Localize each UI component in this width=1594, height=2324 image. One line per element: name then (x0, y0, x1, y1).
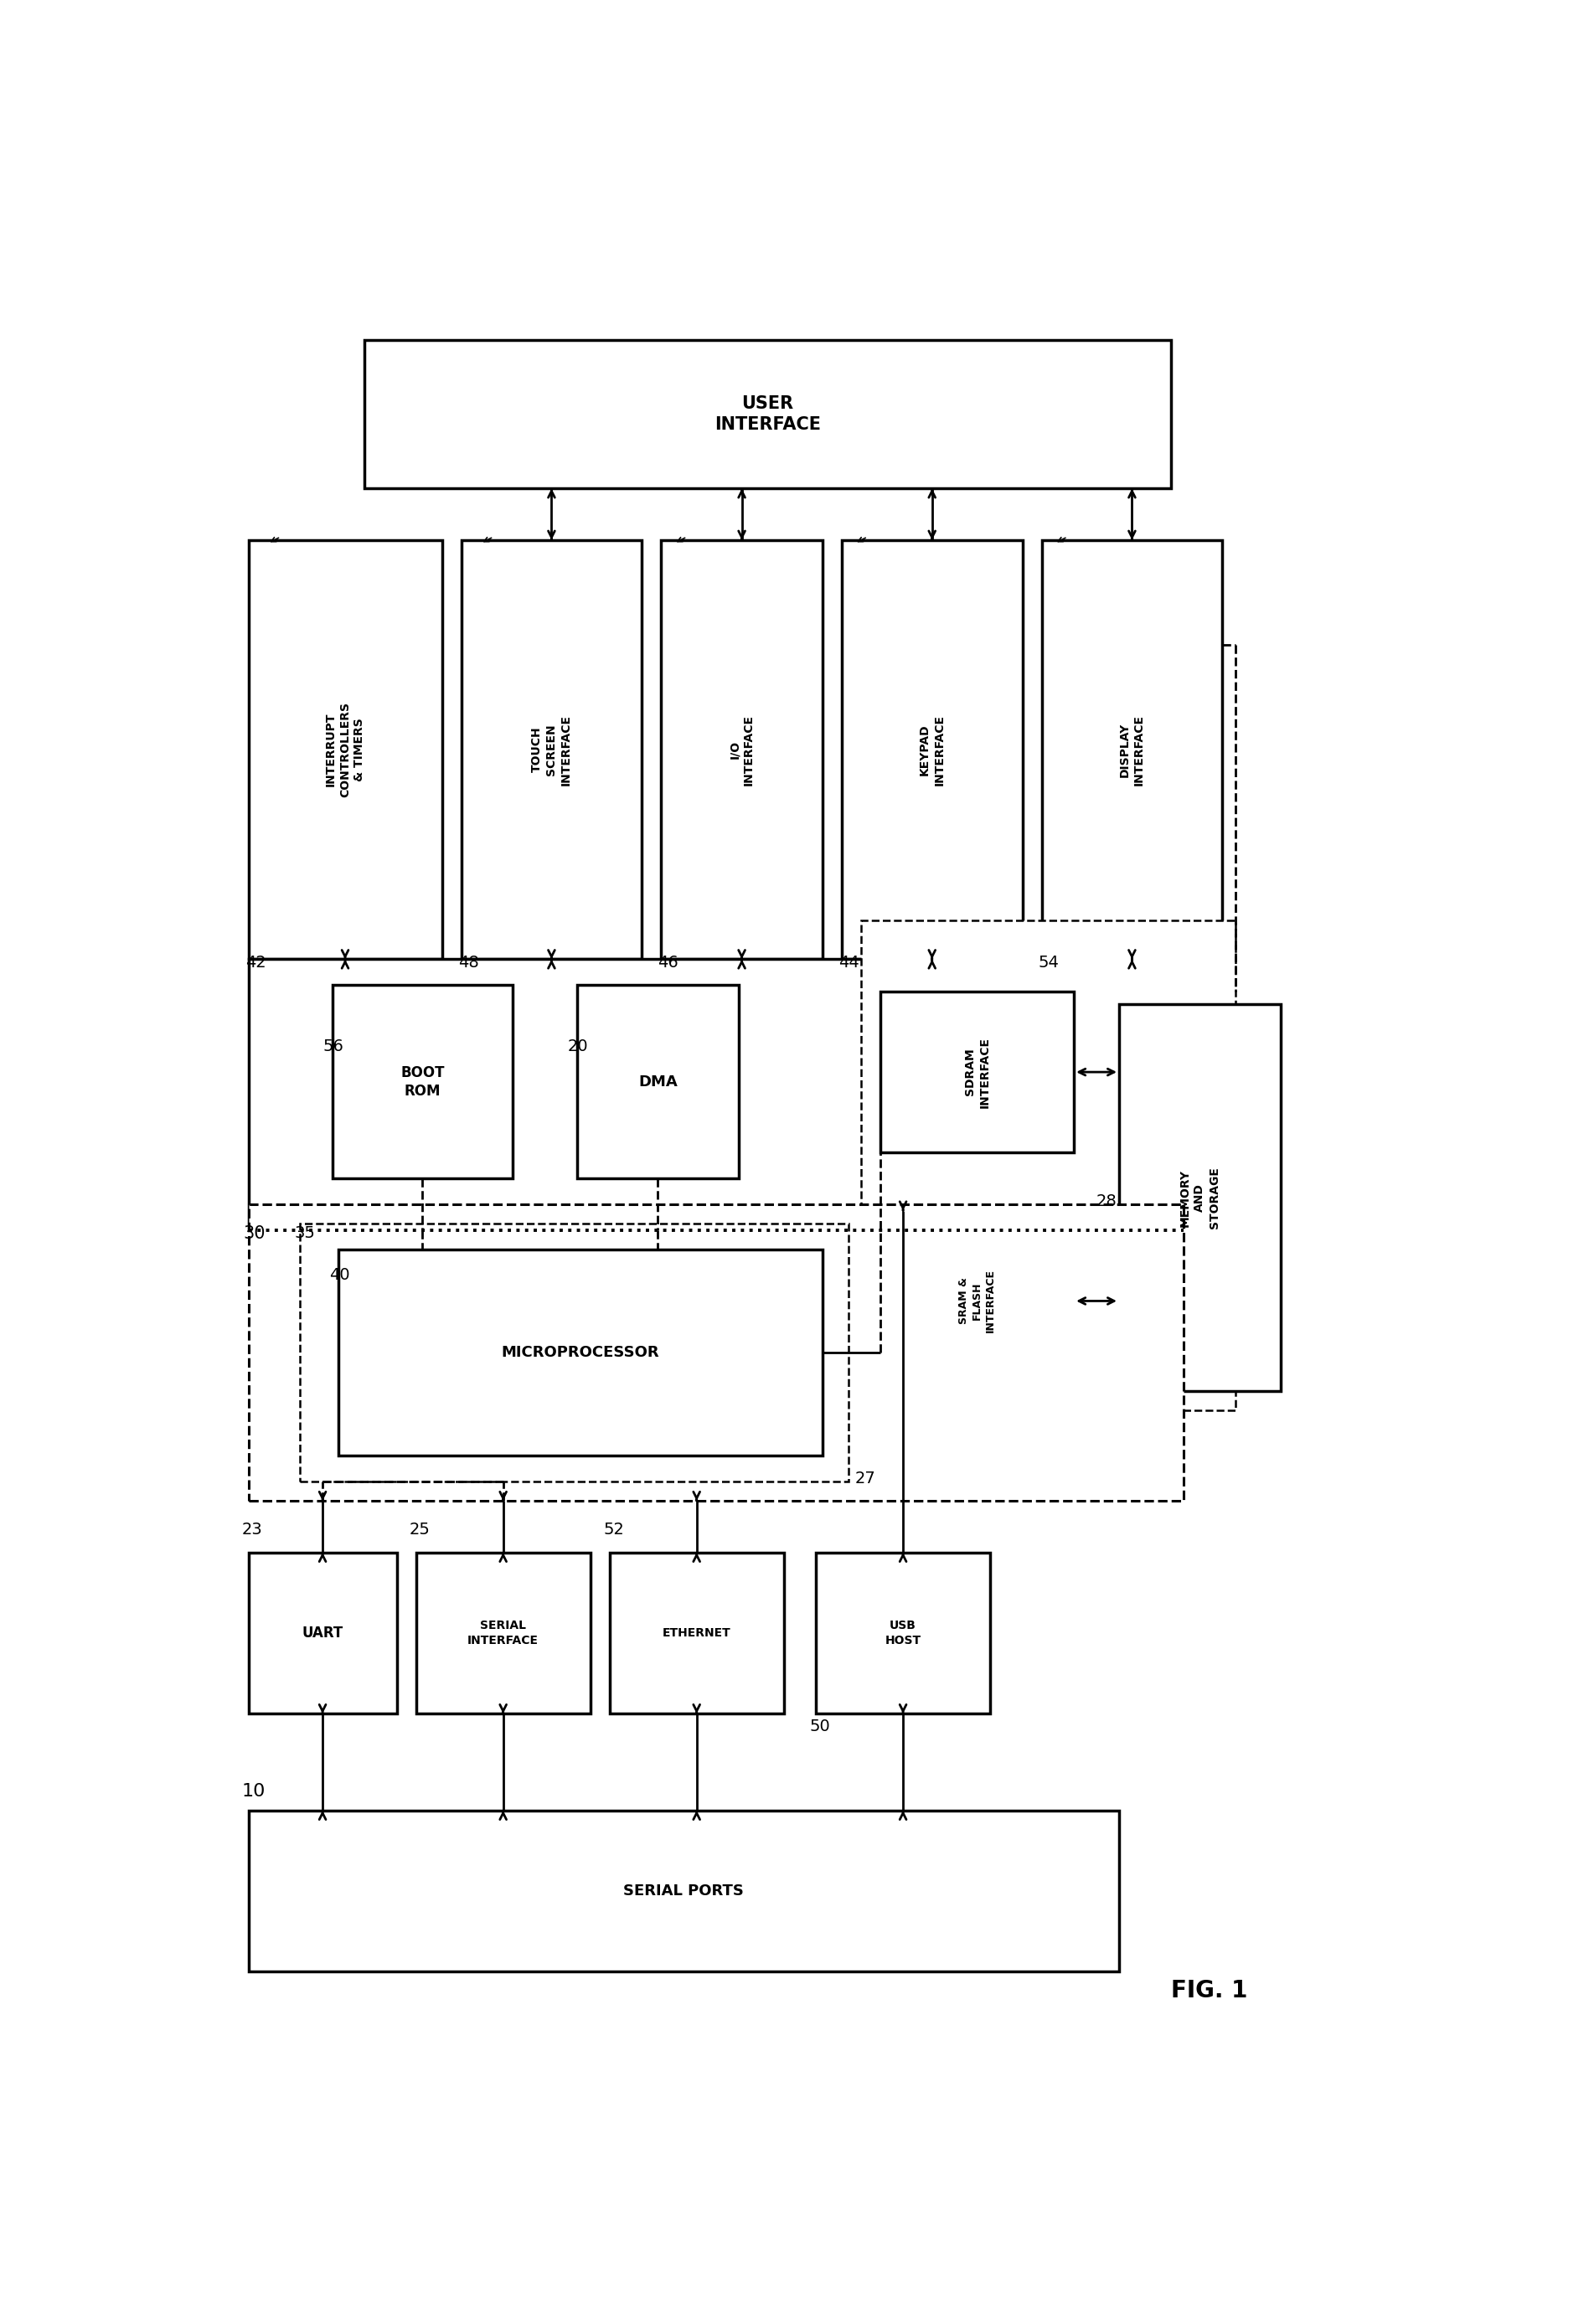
Bar (880, 1211, 1074, 1392)
Text: MICROPROCESSOR: MICROPROCESSOR (502, 1346, 660, 1360)
Bar (249, 1552, 397, 1713)
Bar (662, 539, 823, 960)
Bar (816, 1552, 990, 1713)
Text: 35: 35 (295, 1225, 316, 1241)
Bar (880, 992, 1074, 1153)
Text: 28: 28 (1097, 1192, 1117, 1208)
Text: 42: 42 (245, 955, 266, 971)
Text: 52: 52 (603, 1522, 623, 1538)
Text: SDRAM
INTERFACE: SDRAM INTERFACE (964, 1037, 990, 1109)
Text: KEYPAD
INTERFACE: KEYPAD INTERFACE (920, 713, 945, 786)
Text: MEMORY
AND
STORAGE: MEMORY AND STORAGE (1180, 1167, 1219, 1229)
Text: SERIAL PORTS: SERIAL PORTS (623, 1882, 744, 1899)
Text: DMA: DMA (638, 1074, 677, 1090)
Bar (365, 339, 1170, 488)
Bar (861, 920, 1235, 1411)
Bar (332, 985, 513, 1178)
Text: INTERRUPT
CONTROLLERS
& TIMERS: INTERRUPT CONTROLLERS & TIMERS (325, 702, 365, 797)
Bar (1119, 1004, 1280, 1392)
Text: ETHERNET: ETHERNET (663, 1627, 732, 1638)
Text: 56: 56 (322, 1039, 343, 1055)
Text: 30: 30 (244, 1225, 266, 1241)
Text: 46: 46 (658, 955, 679, 971)
Text: 50: 50 (810, 1720, 830, 1734)
Text: 23: 23 (242, 1522, 263, 1538)
Text: 54: 54 (1038, 955, 1060, 971)
Text: BOOT
ROM: BOOT ROM (400, 1064, 445, 1099)
Text: 48: 48 (457, 955, 478, 971)
Bar (249, 960, 1184, 1229)
Bar (461, 539, 642, 960)
Text: 20: 20 (567, 1039, 588, 1055)
Text: USB
HOST: USB HOST (885, 1620, 921, 1645)
Text: 27: 27 (854, 1471, 875, 1487)
Bar (577, 985, 738, 1178)
Bar (1042, 539, 1223, 960)
Bar (249, 539, 442, 960)
Text: I/O
INTERFACE: I/O INTERFACE (728, 713, 756, 786)
Text: 10: 10 (242, 1783, 266, 1799)
Text: TOUCH
SCREEN
INTERFACE: TOUCH SCREEN INTERFACE (531, 713, 572, 786)
Bar (338, 1250, 823, 1455)
Text: 40: 40 (328, 1267, 349, 1283)
Text: DISPLAY
INTERFACE: DISPLAY INTERFACE (1119, 713, 1144, 786)
Bar (249, 1204, 1184, 1501)
Text: SERIAL
INTERFACE: SERIAL INTERFACE (467, 1620, 539, 1645)
Text: USER
INTERFACE: USER INTERFACE (714, 395, 821, 432)
Text: FIG. 1: FIG. 1 (1170, 1980, 1247, 2003)
Bar (842, 539, 1022, 960)
Bar (300, 1225, 848, 1480)
Bar (249, 1810, 1119, 1971)
Text: 25: 25 (410, 1522, 430, 1538)
Text: UART: UART (301, 1624, 343, 1641)
Bar (609, 1552, 784, 1713)
Text: SRAM &
FLASH
INTERFACE: SRAM & FLASH INTERFACE (958, 1269, 996, 1332)
Bar (416, 1552, 590, 1713)
Text: 44: 44 (838, 955, 859, 971)
